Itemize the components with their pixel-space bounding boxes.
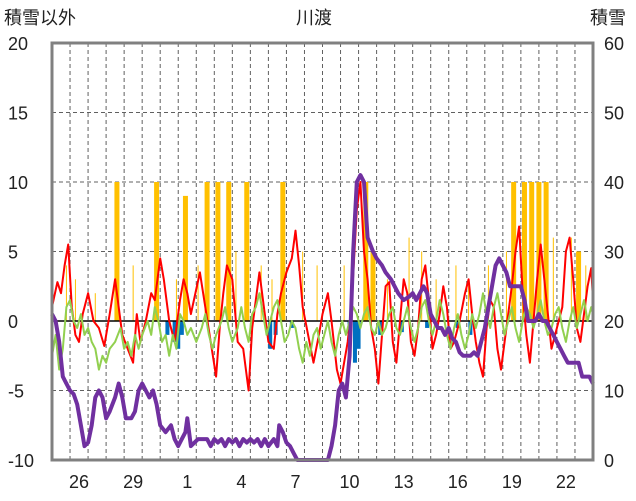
x-tick-label: 22: [556, 472, 576, 492]
snowfall-bar: [280, 182, 286, 321]
snowfall-bar: [154, 182, 160, 321]
left-axis-title: 積雪以外: [4, 8, 76, 29]
right-tick-label: 30: [604, 243, 624, 263]
right-tick-label: 40: [604, 173, 624, 193]
x-tick-label: 19: [502, 472, 522, 492]
precipitation-bar: [179, 321, 184, 335]
x-tick-label: 16: [448, 472, 468, 492]
snowfall-bar: [536, 182, 542, 321]
precipitation-bar: [352, 321, 357, 363]
right-tick-label: 0: [604, 451, 614, 471]
snowfall-bar: [576, 251, 582, 321]
precipitation-bar: [356, 321, 361, 349]
snowfall-bar: [204, 182, 210, 321]
right-tick-label: 60: [604, 34, 624, 54]
plot-frame: [50, 41, 595, 462]
snowfall-bar: [370, 251, 376, 321]
left-tick-label: 20: [8, 34, 28, 54]
precipitation-bar: [172, 321, 177, 342]
snowfall-bar: [244, 182, 250, 321]
x-tick-label: 29: [123, 472, 143, 492]
precipitation-bar: [268, 321, 273, 349]
x-tick-label: 4: [236, 472, 246, 492]
right-tick-label: 20: [604, 312, 624, 332]
snowfall-bar: [363, 182, 369, 321]
series-line-2: [50, 173, 595, 462]
right-tick-label: 10: [604, 382, 624, 402]
left-tick-label: -10: [8, 451, 34, 471]
x-tick-label: 13: [394, 472, 414, 492]
snowfall-bar: [182, 195, 188, 321]
snowfall-bar: [511, 182, 517, 321]
snowfall-bar: [521, 182, 527, 321]
left-tick-label: 15: [8, 104, 28, 124]
x-tick-label: 7: [290, 472, 300, 492]
series-line-1: [51, 292, 594, 371]
x-tick-label: 10: [340, 472, 360, 492]
right-tick-label: 50: [604, 104, 624, 124]
right-axis-title: 積雪: [590, 8, 626, 29]
left-tick-label: 10: [8, 173, 28, 193]
precipitation-bar: [165, 321, 170, 335]
left-tick-label: 5: [8, 243, 18, 263]
snowfall-bar: [114, 182, 120, 321]
precipitation-bar: [425, 321, 430, 328]
snowfall-bar: [215, 182, 221, 321]
snowfall-bar: [543, 182, 549, 321]
left-tick-label: -5: [8, 382, 24, 402]
chart-title: 川渡: [296, 8, 332, 29]
left-tick-label: 0: [8, 312, 18, 332]
x-tick-label: 26: [69, 472, 89, 492]
snowfall-bar: [226, 182, 232, 321]
x-tick-label: 1: [182, 472, 192, 492]
snowfall-bar: [529, 182, 535, 321]
